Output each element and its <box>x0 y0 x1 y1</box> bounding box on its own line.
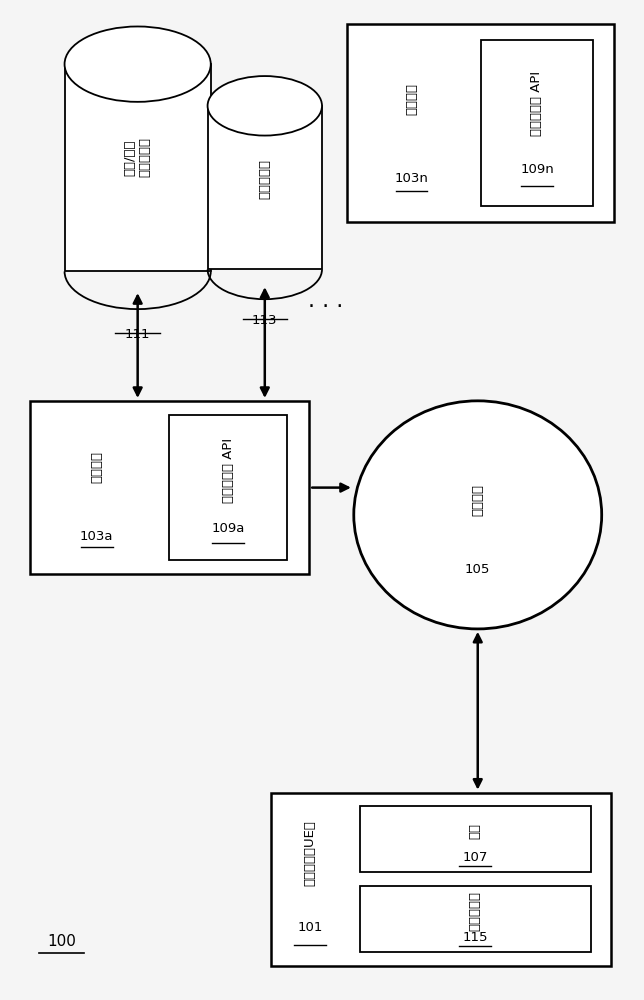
FancyBboxPatch shape <box>207 106 322 269</box>
Text: 设备标识符 API: 设备标识符 API <box>531 71 544 136</box>
Text: 服务数据库: 服务数据库 <box>258 159 271 199</box>
FancyBboxPatch shape <box>271 793 611 966</box>
Ellipse shape <box>354 401 601 629</box>
Text: 100: 100 <box>47 934 76 949</box>
FancyBboxPatch shape <box>30 401 309 574</box>
Text: 用户设备（UE）: 用户设备（UE） <box>304 820 317 886</box>
Text: 101: 101 <box>298 921 323 934</box>
Text: 服务平台: 服务平台 <box>90 451 103 483</box>
Text: 103a: 103a <box>80 530 113 543</box>
FancyBboxPatch shape <box>169 415 287 560</box>
Ellipse shape <box>64 26 211 102</box>
Text: 109n: 109n <box>520 163 554 176</box>
FancyBboxPatch shape <box>359 806 591 872</box>
Text: 设备/用户
记录数据库: 设备/用户 记录数据库 <box>124 137 151 177</box>
Ellipse shape <box>207 76 322 136</box>
Text: 113: 113 <box>252 314 278 327</box>
Text: 109a: 109a <box>211 522 245 535</box>
Text: 115: 115 <box>462 931 488 944</box>
FancyBboxPatch shape <box>64 64 211 271</box>
Text: 设备标识符 API: 设备标识符 API <box>222 438 234 503</box>
Text: 103n: 103n <box>395 172 428 185</box>
Text: 107: 107 <box>462 851 488 864</box>
FancyBboxPatch shape <box>481 40 593 206</box>
FancyBboxPatch shape <box>359 886 591 952</box>
Text: · · ·: · · · <box>308 297 343 317</box>
Text: 105: 105 <box>465 563 491 576</box>
Text: 服务平台: 服务平台 <box>405 83 418 115</box>
Text: 111: 111 <box>125 328 151 341</box>
FancyBboxPatch shape <box>347 24 614 222</box>
Text: 设备标识符: 设备标识符 <box>469 891 482 931</box>
Text: 通信网络: 通信网络 <box>471 484 484 516</box>
Text: 应用: 应用 <box>469 823 482 839</box>
